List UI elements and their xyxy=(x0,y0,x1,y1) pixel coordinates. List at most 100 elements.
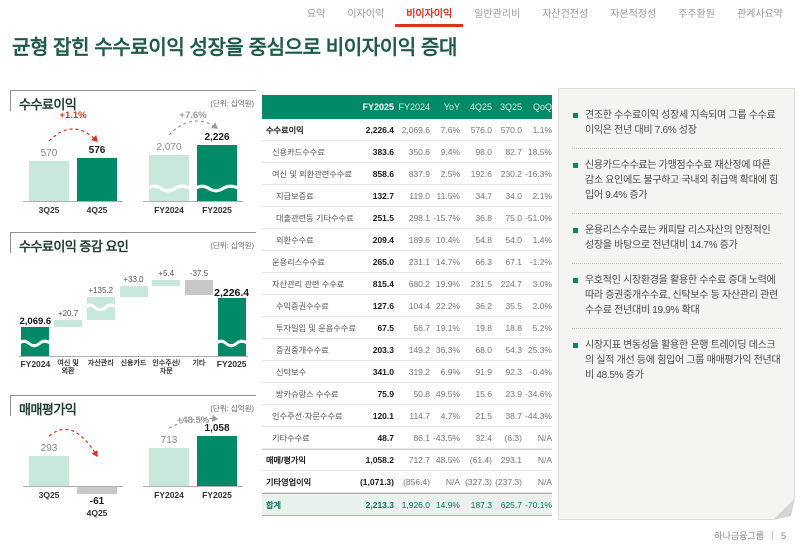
row-label: 대출관련등 기타수수료 xyxy=(276,213,354,223)
commentary-item: 운용리스수수료는 캐피탈 리스자산의 안정적인 성장을 바탕으로 전년대비 14… xyxy=(572,214,781,264)
row-value: 48.5% xyxy=(435,455,460,465)
nav-tab-6[interactable]: 자본적정성 xyxy=(610,8,657,20)
axis-label: 인수주선/자문 xyxy=(152,360,181,376)
row-value: 1.4% xyxy=(532,234,552,245)
row-value: 293.1 xyxy=(500,455,522,465)
row-label: 신용카드수수료 xyxy=(272,147,325,157)
row-value: 48.7 xyxy=(377,432,394,443)
row-label: 매매/평가익 xyxy=(266,456,306,465)
row-label: 방카슈랑스 수수료 xyxy=(276,389,339,399)
row-value: 98.0 xyxy=(475,146,492,157)
commentary-item: 견조한 수수료이익 성장세 지속되며 그룹 수수료이익은 전년 대비 7.6% … xyxy=(572,99,781,149)
row-value: 5.2% xyxy=(532,322,552,333)
row-value: 10.4% xyxy=(435,234,460,245)
panel-title: 매매평가익 xyxy=(19,402,77,417)
trading-valuation-bar-chart: 293 3Q25 -61 4Q25 713 FY2024 1,058 FY2025 +48.5% xyxy=(19,414,248,518)
row-value: -51.0% xyxy=(525,212,552,223)
row-value: 35.5 xyxy=(505,300,522,311)
axis-label: FY2024 xyxy=(20,359,51,369)
row-value: 383.6 xyxy=(372,146,394,157)
value-label: 2,070 xyxy=(156,142,182,153)
axis-label: FY2025 xyxy=(216,359,247,369)
row-value: 34.0 xyxy=(505,190,522,201)
row-value: -44.3% xyxy=(525,410,552,421)
nav-tab-2[interactable]: 이자이익 xyxy=(347,8,385,20)
table-row: 기타영업이익 (1,071.3) (856.4) N/A (327.3) (237.3) N… xyxy=(262,471,552,493)
row-value: 319.2 xyxy=(408,366,430,377)
value-label: 2,069.6 xyxy=(19,316,52,327)
row-value: 11.5% xyxy=(436,190,460,201)
row-value: 22.2% xyxy=(435,300,460,311)
row-label: 합계 xyxy=(266,500,282,510)
row-value: 230.2 xyxy=(500,168,522,179)
chart-bar xyxy=(77,487,117,494)
row-value: 3.0% xyxy=(532,278,552,289)
table-header-cell: QoQ xyxy=(532,102,552,112)
axis-label: 3Q25 xyxy=(38,490,60,500)
row-value: 19.9% xyxy=(435,278,460,289)
row-value: -16.3% xyxy=(525,168,552,179)
nav-tab-8[interactable]: 관계사요약 xyxy=(737,8,783,20)
chart-bar xyxy=(152,280,181,286)
row-label: 투자일임 및 운용수수료 xyxy=(276,323,356,333)
row-value: (6.3) xyxy=(504,432,522,443)
nav-tab-1[interactable]: 요약 xyxy=(306,8,326,20)
row-value: 192.6 xyxy=(470,168,492,179)
row-value: (61.4) xyxy=(469,455,492,465)
row-value: 54.0 xyxy=(505,234,522,245)
row-value: 36.2 xyxy=(475,300,492,311)
fee-income-drivers-panel: 수수료이익 증감 요인 (단위: 십억원) 2,069.6 FY2024 +20.7… xyxy=(10,232,256,385)
bullet-icon xyxy=(573,228,578,233)
row-value: 298.1 xyxy=(408,212,430,223)
table-header-cell: FY2025 xyxy=(362,102,394,112)
chart-bar xyxy=(54,320,83,327)
row-value: 132.7 xyxy=(372,190,394,201)
nav-tab-3[interactable]: 비이자이익 xyxy=(395,0,464,27)
nav-tab-7[interactable]: 주주환원 xyxy=(678,8,715,20)
row-value: -0.4% xyxy=(529,366,552,377)
chart-bar xyxy=(19,327,52,356)
row-value: 815.4 xyxy=(372,278,394,289)
axis-break-wave xyxy=(215,339,248,348)
nav-tab-5[interactable]: 자산건전성 xyxy=(542,8,589,20)
row-value: 91.9 xyxy=(475,366,492,377)
row-value: 576.0 xyxy=(470,124,492,135)
top-navigation: 요약 이자이익 비이자이익 일반관리비 자산건전성 자본적정성 주주환원 관계사요약 xyxy=(296,0,794,27)
row-value: (856.4) xyxy=(403,476,430,487)
nav-tab-4[interactable]: 일반관리비 xyxy=(474,8,521,20)
axis-line xyxy=(23,486,123,487)
table-row: 수익증권수수료 127.6 104.4 22.2% 36.2 35.5 2.0% xyxy=(262,295,552,317)
value-label: 570 xyxy=(40,148,58,159)
unit-label: (단위: 십억원) xyxy=(210,404,254,413)
row-value: N/A xyxy=(537,432,552,443)
fee-income-bar-chart: 570 3Q25 576 4Q25 2,070 FY2024 2,226 FY2025 +1.1… xyxy=(19,110,248,223)
commentary-item: 신용카드수수료는 가맹점수수료 재산정에 따른 감소 요인에도 불구하고 국내외… xyxy=(572,149,781,214)
value-label: -37.5 xyxy=(189,269,209,278)
row-label: 자산관리 관련 수수료 xyxy=(272,279,345,289)
table-row: 증권중개수수료 203.3 149.2 36.3% 68.0 54.3 25.3% xyxy=(262,339,552,361)
axis-label: 4Q25 xyxy=(86,508,108,518)
footer-divider xyxy=(771,531,773,540)
table-row: 인수주선·자문수수료 120.1 114.7 4.7% 21.5 38.7 -44.3% xyxy=(262,405,552,427)
row-value: 36.8 xyxy=(475,212,492,223)
row-value: 837.9 xyxy=(408,168,430,179)
row-value: 120.1 xyxy=(372,410,394,421)
trend-arrow-label: +48.5% xyxy=(176,415,210,426)
row-value: 209.4 xyxy=(372,234,394,245)
row-value: 1.1% xyxy=(532,124,552,135)
row-label: 수익증권수수료 xyxy=(276,301,329,311)
chart-bar xyxy=(119,286,148,297)
row-value: 114.7 xyxy=(409,410,430,421)
commentary-item: 시장지표 변동성을 활용한 은행 트레이딩 데스크의 실적 개선 등에 힘입어 … xyxy=(572,329,781,393)
row-value: 104.4 xyxy=(408,300,430,311)
chart-bar xyxy=(149,448,189,486)
trend-arrows xyxy=(48,414,219,458)
trend-arrow-label: +7.6% xyxy=(179,110,207,121)
row-value: 34.7 xyxy=(475,190,492,201)
row-value: 203.3 xyxy=(372,344,394,355)
chart-bar xyxy=(215,298,248,356)
row-value: 251.5 xyxy=(372,212,394,223)
table-row: 운용리스수수료 265.0 231.1 14.7% 66.3 67.1 -1.2% xyxy=(262,251,552,273)
page-title: 균형 잡힌 수수료이익 성장을 중심으로 비이자이익 증대 xyxy=(12,37,457,59)
